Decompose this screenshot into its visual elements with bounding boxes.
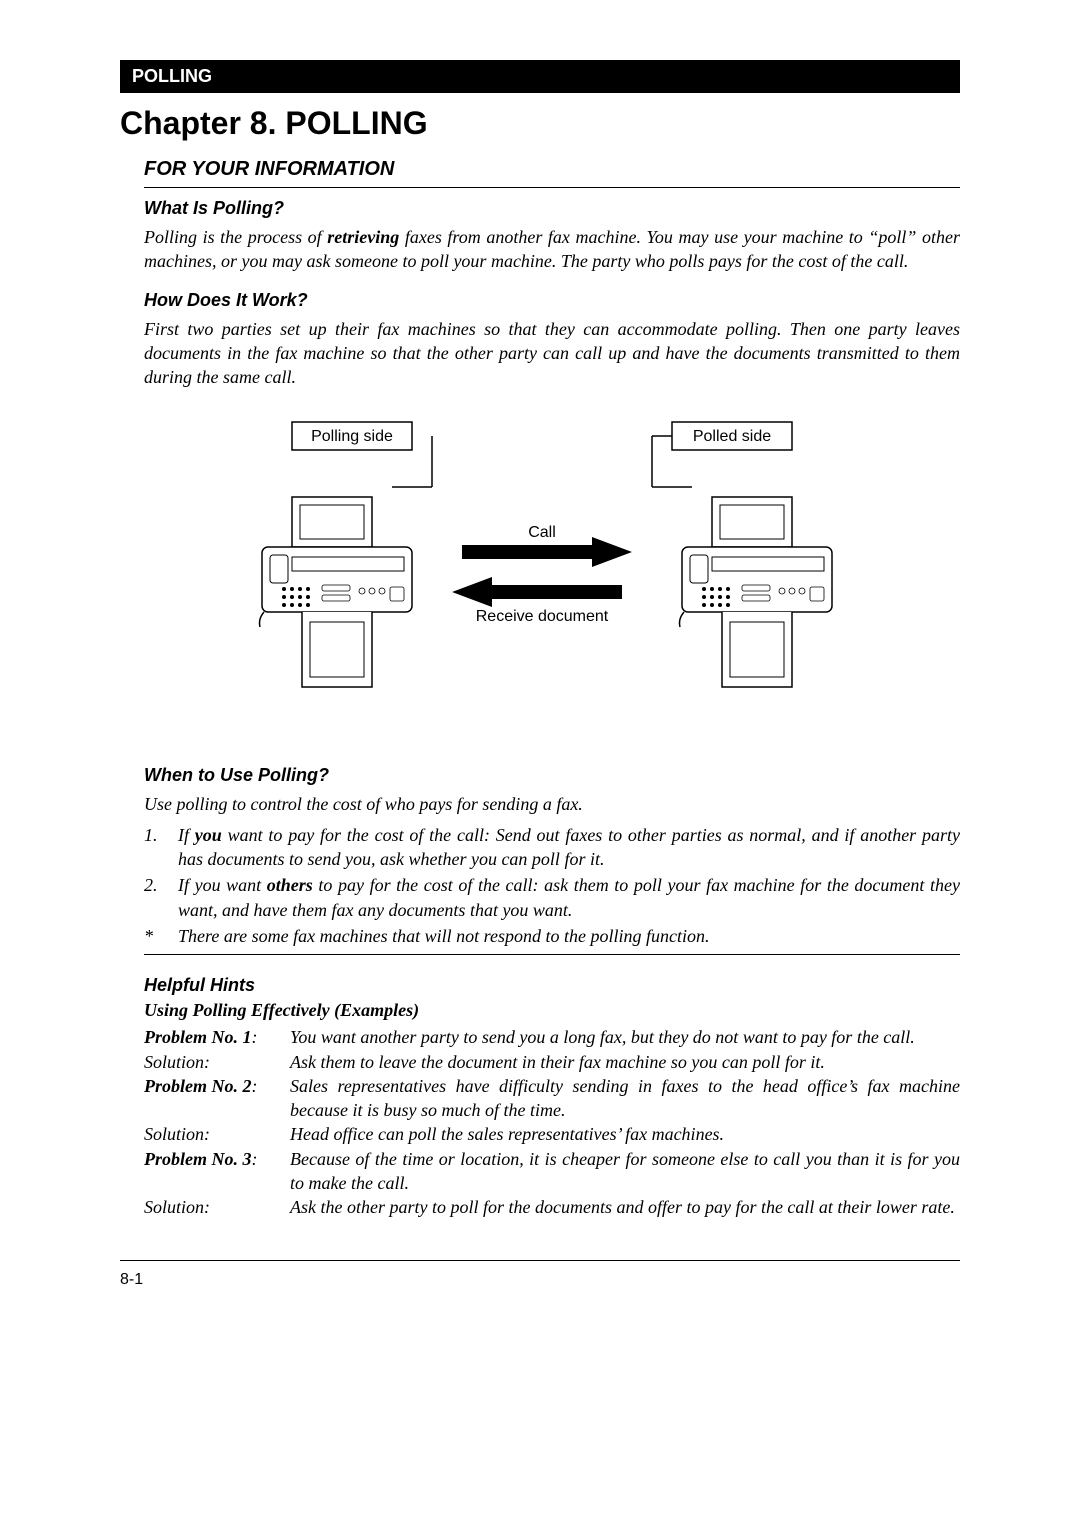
- fax-machine-icon: [680, 497, 833, 687]
- text-bold: others: [267, 875, 313, 895]
- what-is-heading: What Is Polling?: [144, 198, 960, 219]
- call-label: Call: [528, 524, 556, 541]
- problem-row: Problem No. 2: Sales representatives hav…: [144, 1074, 960, 1123]
- problem-label: Problem No. 1: [144, 1027, 252, 1047]
- polling-side-label: Polling side: [311, 428, 393, 445]
- when-intro: Use polling to control the cost of who p…: [144, 792, 960, 816]
- problem-row: Problem No. 3: Because of the time or lo…: [144, 1147, 960, 1196]
- list-number: 2.: [144, 873, 178, 922]
- solution-text: Ask the other party to poll for the docu…: [290, 1195, 960, 1219]
- polled-side-label: Polled side: [693, 428, 771, 445]
- text-segment: want to pay for the cost of the call: Se…: [178, 825, 960, 869]
- fyi-heading: FOR YOUR INFORMATION: [144, 158, 960, 181]
- what-is-paragraph: Polling is the process of retrieving fax…: [144, 225, 960, 274]
- section-header-bar: POLLING: [120, 60, 960, 93]
- solution-label: Solution:: [144, 1122, 290, 1146]
- solution-text: Head office can poll the sales represent…: [290, 1122, 960, 1146]
- when-heading: When to Use Polling?: [144, 765, 960, 786]
- examples-title: Using Polling Effectively (Examples): [144, 1000, 960, 1021]
- receive-label: Receive document: [476, 608, 609, 625]
- page-number: 8-1: [120, 1271, 960, 1289]
- chapter-title: Chapter 8. POLLING: [120, 105, 960, 142]
- list-item: 2. If you want others to pay for the cos…: [144, 873, 960, 922]
- solution-row: Solution: Ask the other party to poll fo…: [144, 1195, 960, 1219]
- solution-label: Solution:: [144, 1195, 290, 1219]
- text-segment: If: [178, 825, 195, 845]
- divider: [144, 187, 960, 188]
- list-text: There are some fax machines that will no…: [178, 924, 960, 948]
- footer-divider: [120, 1260, 960, 1261]
- problem-label: Problem No. 3: [144, 1149, 252, 1169]
- polling-diagram: Polling side Polled side: [144, 417, 960, 737]
- solution-text: Ask them to leave the document in their …: [290, 1050, 960, 1074]
- divider: [144, 954, 960, 955]
- text-segment: If you want: [178, 875, 267, 895]
- list-number: 1.: [144, 823, 178, 872]
- text-bold: you: [195, 825, 222, 845]
- list-item: 1. If you want to pay for the cost of th…: [144, 823, 960, 872]
- list-item: * There are some fax machines that will …: [144, 924, 960, 948]
- problem-text: Because of the time or location, it is c…: [290, 1147, 960, 1196]
- problem-row: Problem No. 1: You want another party to…: [144, 1025, 960, 1049]
- fax-machine-icon: [260, 497, 413, 687]
- list-number: *: [144, 924, 178, 948]
- how-paragraph: First two parties set up their fax machi…: [144, 317, 960, 390]
- hints-heading: Helpful Hints: [144, 975, 960, 996]
- solution-label: Solution:: [144, 1050, 290, 1074]
- solution-row: Solution: Ask them to leave the document…: [144, 1050, 960, 1074]
- text-segment: Polling is the process of: [144, 227, 327, 247]
- how-heading: How Does It Work?: [144, 290, 960, 311]
- problem-text: Sales representatives have difficulty se…: [290, 1074, 960, 1123]
- problem-text: You want another party to send you a lon…: [290, 1025, 960, 1049]
- text-bold: retrieving: [327, 227, 399, 247]
- solution-row: Solution: Head office can poll the sales…: [144, 1122, 960, 1146]
- problem-label: Problem No. 2: [144, 1076, 252, 1096]
